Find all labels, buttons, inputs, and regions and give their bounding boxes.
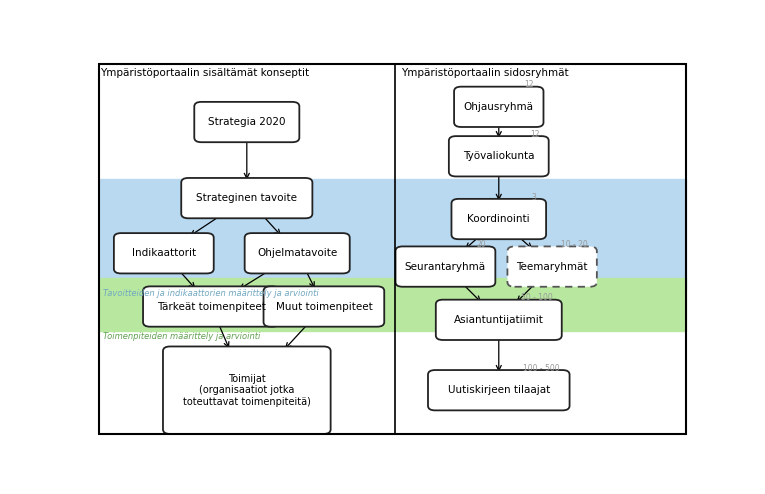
FancyBboxPatch shape <box>436 300 562 340</box>
Text: Koordinointi: Koordinointi <box>467 214 530 224</box>
Text: Ohjelmatavoite: Ohjelmatavoite <box>257 248 337 258</box>
Bar <box>99 179 685 289</box>
FancyBboxPatch shape <box>194 102 299 142</box>
Text: Teemaryhmät: Teemaryhmät <box>516 262 588 272</box>
Text: Strategia 2020: Strategia 2020 <box>208 117 285 127</box>
Text: 12: 12 <box>529 130 539 139</box>
Text: 50 - 100: 50 - 100 <box>520 293 552 302</box>
Text: 12: 12 <box>525 81 534 89</box>
FancyBboxPatch shape <box>114 233 213 274</box>
FancyBboxPatch shape <box>163 346 330 434</box>
Bar <box>99 278 685 331</box>
FancyBboxPatch shape <box>181 178 312 218</box>
Text: Toimenpiteiden määrittely ja arviointi: Toimenpiteiden määrittely ja arviointi <box>103 332 260 341</box>
Text: Seurantaryhmä: Seurantaryhmä <box>405 262 486 272</box>
Text: Tavoitteiden ja indikaattorien määrittely ja arviointi: Tavoitteiden ja indikaattorien määrittel… <box>103 289 318 298</box>
FancyBboxPatch shape <box>263 287 384 327</box>
Text: Ohjausryhmä: Ohjausryhmä <box>464 102 534 112</box>
Text: Työvaliokunta: Työvaliokunta <box>463 151 535 161</box>
Text: Ympäristöportaalin sisältämät konseptit: Ympäristöportaalin sisältämät konseptit <box>100 68 310 78</box>
Text: 20: 20 <box>477 240 486 249</box>
Text: Uutiskirjeen tilaajat: Uutiskirjeen tilaajat <box>448 385 550 395</box>
Text: 10 - 20: 10 - 20 <box>561 240 588 249</box>
Text: Ympäristöportaalin sidosryhmät: Ympäristöportaalin sidosryhmät <box>401 68 568 78</box>
Text: 3: 3 <box>532 193 536 202</box>
FancyBboxPatch shape <box>454 86 543 127</box>
FancyBboxPatch shape <box>451 199 546 239</box>
Text: 100 - 500: 100 - 500 <box>523 364 560 372</box>
Text: Indikaattorit: Indikaattorit <box>132 248 196 258</box>
FancyBboxPatch shape <box>507 247 597 287</box>
FancyBboxPatch shape <box>396 247 496 287</box>
Text: Strateginen tavoite: Strateginen tavoite <box>197 193 298 203</box>
Text: Tärkeät toimenpiteet: Tärkeät toimenpiteet <box>157 301 265 312</box>
FancyBboxPatch shape <box>245 233 350 274</box>
FancyBboxPatch shape <box>449 136 549 176</box>
Text: Toimijat
(organisaatiot jotka
toteuttavat toimenpiteitä): Toimijat (organisaatiot jotka toteuttava… <box>183 373 311 407</box>
Text: Muut toimenpiteet: Muut toimenpiteet <box>275 301 373 312</box>
FancyBboxPatch shape <box>428 370 570 411</box>
Text: Asiantuntijatiimit: Asiantuntijatiimit <box>454 315 544 325</box>
FancyBboxPatch shape <box>143 287 279 327</box>
